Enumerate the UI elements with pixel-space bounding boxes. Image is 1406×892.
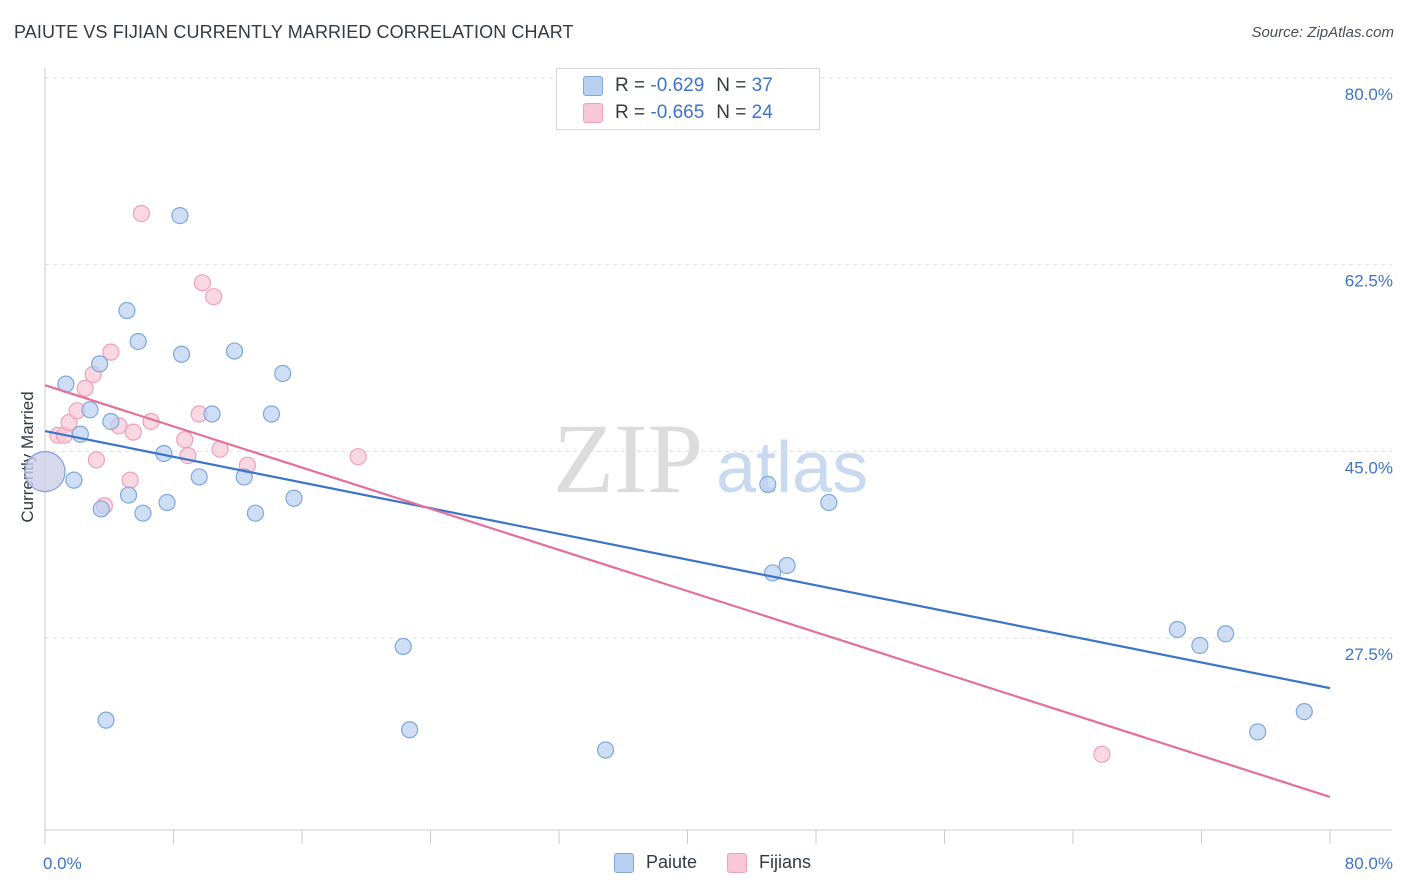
paiute-swatch bbox=[583, 76, 603, 96]
paiute-point bbox=[91, 355, 109, 373]
paiute-point bbox=[118, 301, 136, 320]
fijians-point bbox=[102, 343, 120, 361]
legend-item-paiute[interactable]: Paiute bbox=[614, 852, 697, 873]
fijians-point bbox=[193, 274, 212, 292]
paiute-n-value: 37 bbox=[751, 75, 773, 96]
fijians-legend-label: Fijians bbox=[759, 852, 812, 872]
paiute-point bbox=[1168, 620, 1187, 639]
fijians-point bbox=[121, 471, 139, 489]
legend-item-fijians[interactable]: Fijians bbox=[727, 852, 811, 873]
paiute-point bbox=[1249, 723, 1267, 741]
fijians-point bbox=[60, 413, 78, 432]
watermark-atlas: atlas bbox=[716, 428, 868, 508]
paiute-point bbox=[262, 405, 281, 423]
y-tick-label: 45.0% bbox=[1345, 458, 1393, 477]
y-tick-label: 27.5% bbox=[1345, 645, 1393, 664]
paiute-r-value: -0.629 bbox=[650, 75, 705, 96]
paiute-point bbox=[1216, 625, 1235, 643]
x-tick-label-max: 80.0% bbox=[1345, 854, 1393, 873]
paiute-point bbox=[401, 721, 419, 739]
series-legend: Paiute Fijians bbox=[614, 852, 841, 873]
watermark: ZIP atlas bbox=[553, 403, 868, 514]
fijians-point bbox=[205, 288, 223, 306]
paiute-point bbox=[246, 504, 265, 522]
fijians-point bbox=[132, 204, 150, 223]
paiute-point bbox=[92, 500, 110, 518]
paiute-point bbox=[134, 504, 152, 522]
paiute-point bbox=[81, 401, 99, 419]
paiute-point bbox=[171, 207, 189, 225]
legend-row-paiute: R = -0.629 N = 37 bbox=[583, 74, 773, 98]
paiute-point bbox=[24, 451, 66, 493]
fijians-r-value: -0.665 bbox=[650, 102, 705, 123]
fijians-point bbox=[87, 451, 106, 469]
legend-row-fijians: R = -0.665 N = 24 bbox=[583, 101, 773, 125]
fijians-trend-line bbox=[44, 384, 1331, 798]
paiute-legend-swatch bbox=[614, 852, 634, 873]
paiute-point bbox=[97, 711, 115, 729]
fijians-n-value: 24 bbox=[751, 102, 773, 123]
paiute-point bbox=[129, 332, 147, 351]
correlation-legend: R = -0.629 N = 37 R = -0.665 N = 24 bbox=[556, 68, 820, 130]
paiute-point bbox=[394, 637, 412, 656]
watermark-zip: ZIP bbox=[553, 403, 703, 514]
fijians-legend-swatch bbox=[727, 852, 748, 873]
chart-title: PAIUTE VS FIJIAN CURRENTLY MARRIED CORRE… bbox=[14, 22, 574, 42]
fijians-point bbox=[349, 448, 367, 466]
trend-lines bbox=[44, 384, 1331, 798]
paiute-point bbox=[596, 741, 615, 759]
y-tick-label: 62.5% bbox=[1345, 272, 1393, 291]
paiute-point bbox=[285, 489, 303, 507]
paiute-point bbox=[158, 493, 176, 512]
paiute-point bbox=[225, 342, 244, 360]
paiute-point bbox=[778, 556, 796, 575]
fijians-point bbox=[1093, 745, 1111, 763]
paiute-point bbox=[274, 364, 292, 383]
paiute-point bbox=[1191, 636, 1209, 655]
axes bbox=[44, 68, 1392, 844]
x-tick-label-min: 0.0% bbox=[43, 854, 82, 873]
fijians-point bbox=[76, 379, 94, 397]
chart-source: Source: ZipAtlas.com bbox=[1251, 24, 1394, 41]
paiute-point bbox=[65, 471, 83, 489]
y-tick-label: 80.0% bbox=[1345, 85, 1393, 104]
paiute-point bbox=[172, 345, 191, 363]
data-points bbox=[24, 204, 1313, 763]
paiute-point bbox=[102, 412, 120, 431]
paiute-legend-label: Paiute bbox=[646, 852, 698, 872]
paiute-point bbox=[235, 468, 253, 486]
paiute-point bbox=[820, 493, 838, 512]
paiute-point bbox=[203, 405, 221, 423]
paiute-point bbox=[119, 486, 138, 504]
paiute-point bbox=[190, 468, 208, 486]
fijians-point bbox=[176, 431, 194, 449]
fijians-swatch bbox=[583, 103, 603, 123]
paiute-point bbox=[1295, 702, 1313, 721]
paiute-trend-line bbox=[44, 429, 1331, 690]
fijians-point bbox=[124, 423, 142, 441]
paiute-point bbox=[759, 475, 777, 493]
gridlines bbox=[45, 77, 1392, 639]
tick-labels: 80.0% 62.5% 45.0% 27.5% 0.0% 80.0% bbox=[43, 85, 1393, 873]
